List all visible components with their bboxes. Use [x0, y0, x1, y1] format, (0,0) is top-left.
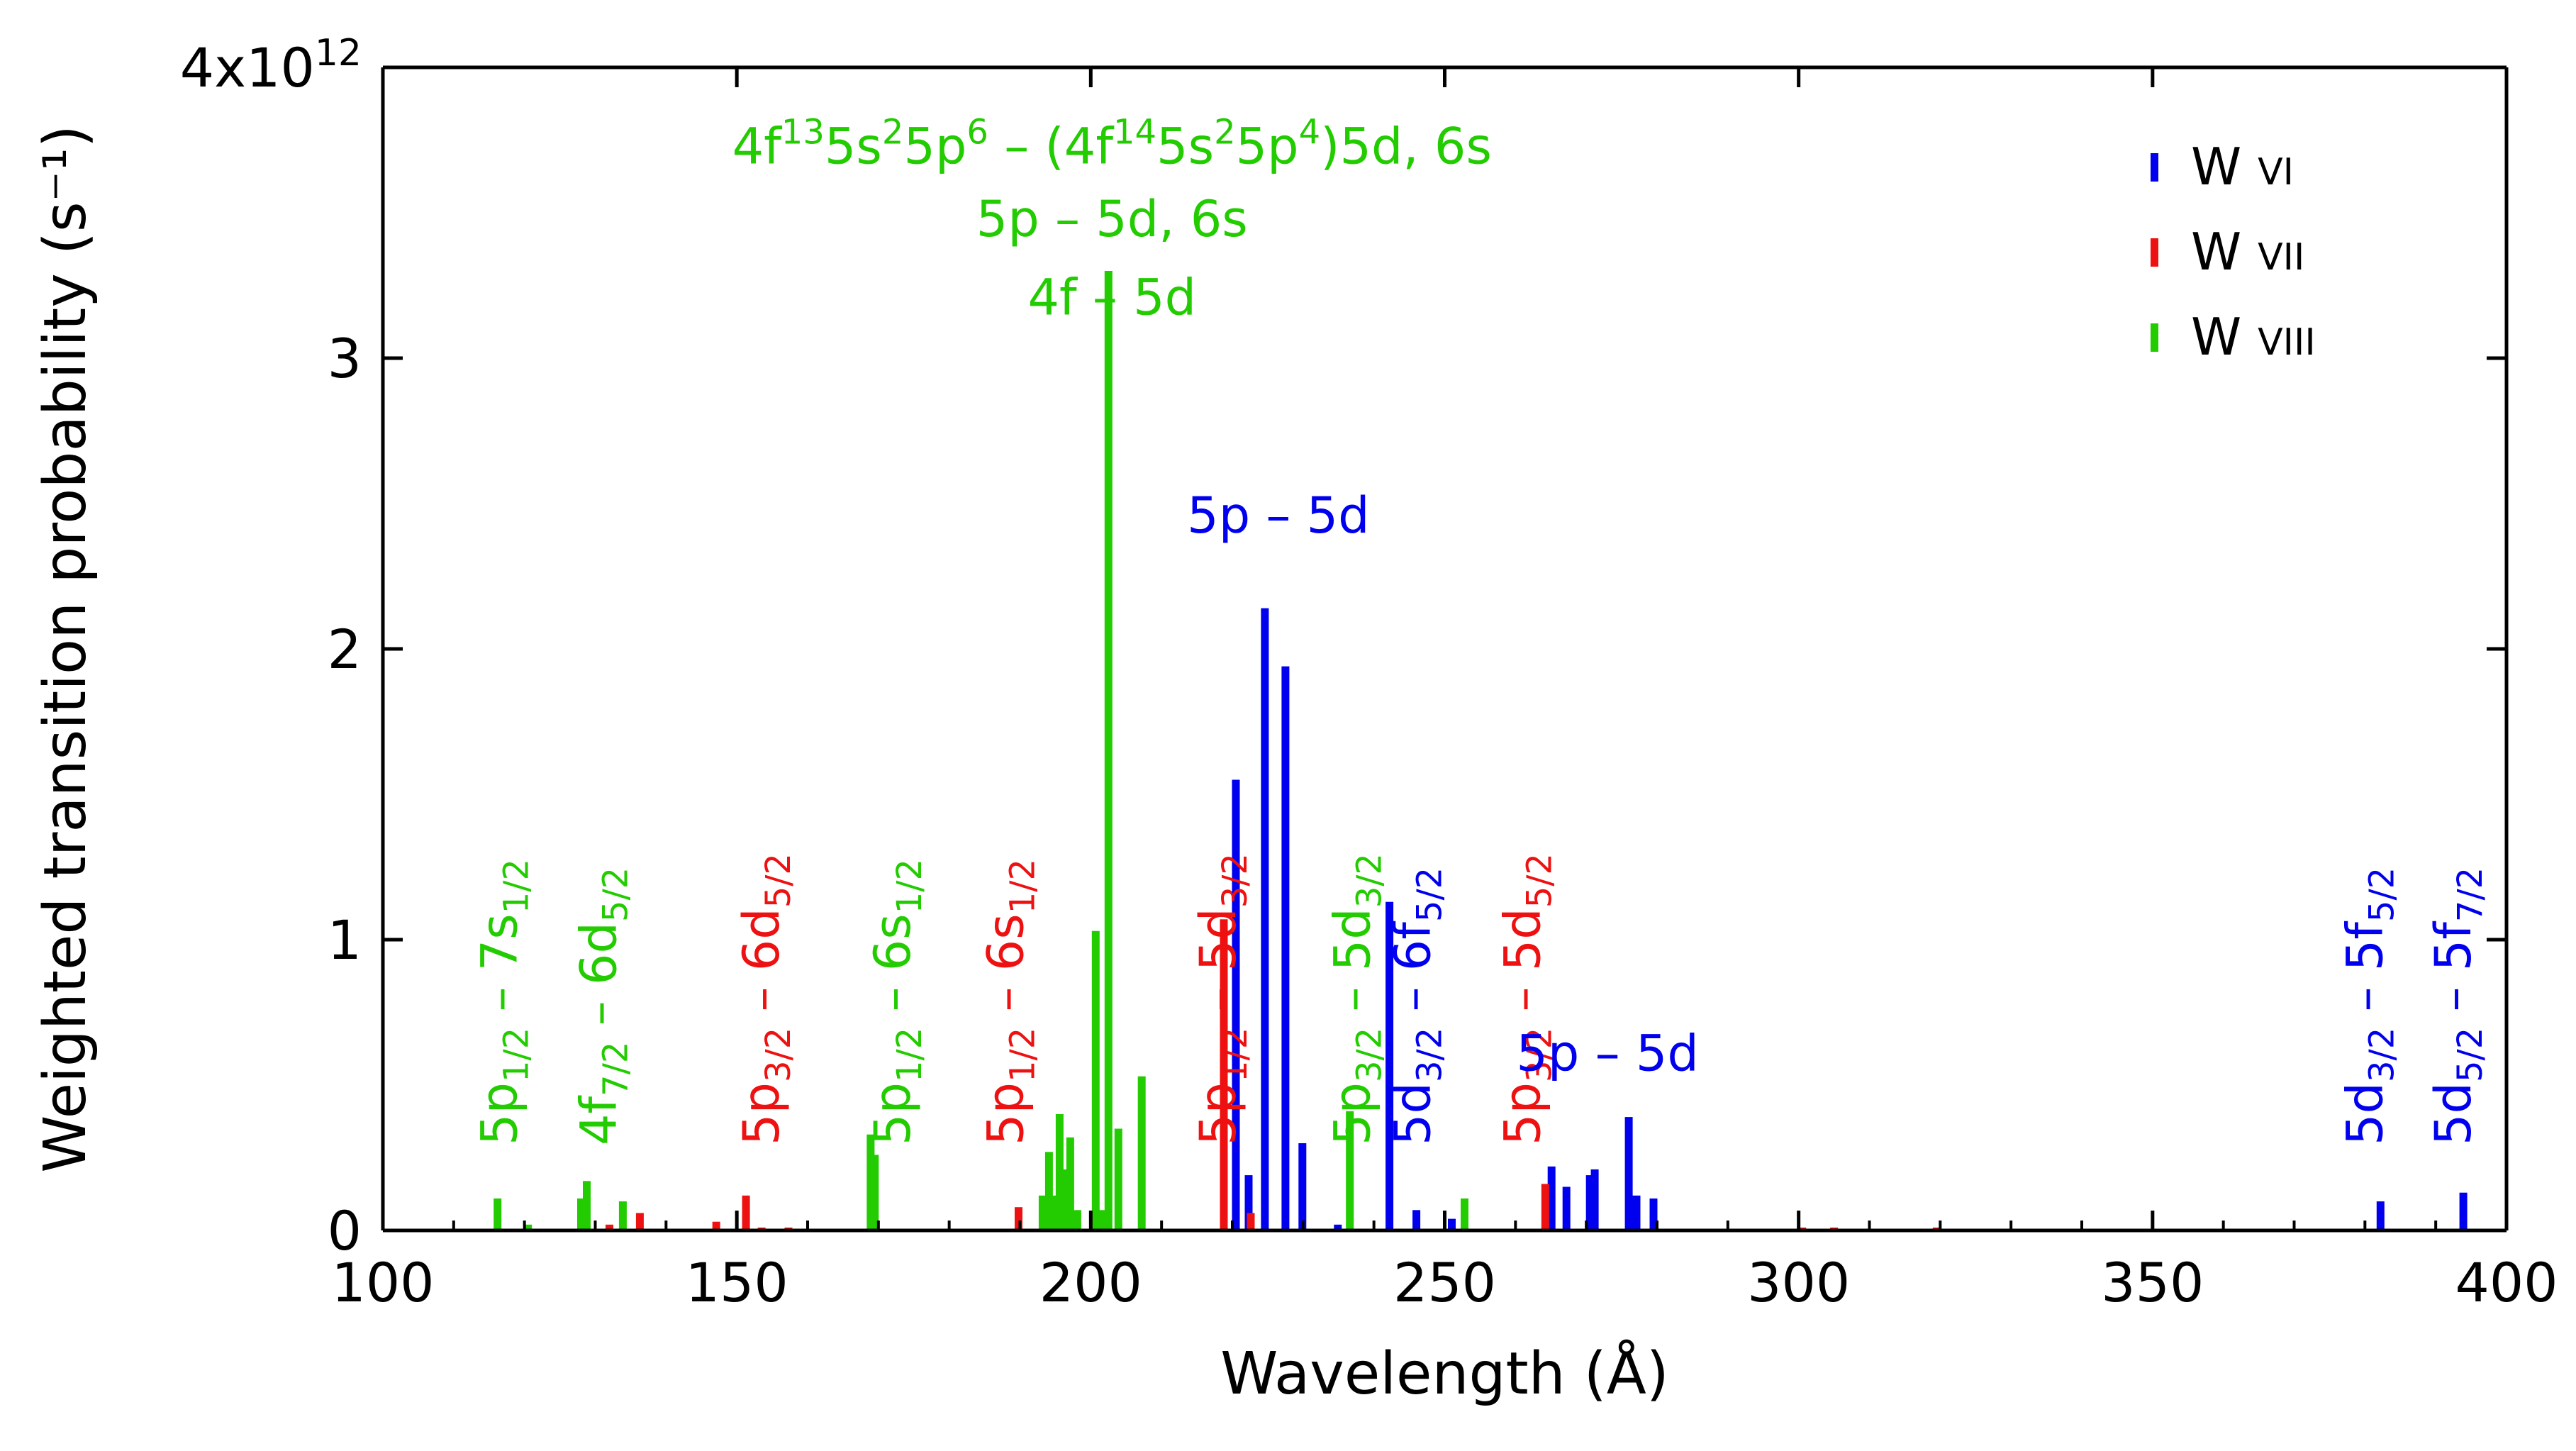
bar-w-viii-15: [1098, 1210, 1106, 1230]
bar-w-vi-12: [1590, 1169, 1599, 1230]
bar-w-vii-6: [1015, 1207, 1022, 1230]
bar-w-vi-9: [1547, 1166, 1556, 1230]
annotation-rotated-9: 5d3/2 – 5f5/2: [2336, 867, 2402, 1145]
bar-w-vii-9: [1541, 1184, 1549, 1230]
legend-label-2: W VIII: [2191, 307, 2316, 367]
bar-w-viii-2: [577, 1198, 585, 1230]
bar-w-vii-2: [712, 1221, 720, 1230]
bar-w-viii-20: [1461, 1198, 1468, 1230]
bar-w-vi-17: [2459, 1192, 2468, 1230]
bar-w-viii-14: [1091, 930, 1100, 1230]
bar-w-vi-16: [2376, 1201, 2385, 1230]
annotation-rotated-7: 5d3/2 – 6f5/2: [1384, 867, 1450, 1145]
bar-w-vi-4: [1298, 1143, 1307, 1230]
y-tick-label-4x10-12: 4x1012: [180, 32, 362, 99]
annotation-rotated-4: 5p1/2 – 6s1/2: [977, 859, 1043, 1145]
bars-layer: [494, 271, 2468, 1230]
bar-w-vii-7: [1220, 919, 1228, 1230]
annotation-rotated-10: 5d5/2 – 5f7/2: [2424, 867, 2490, 1145]
annotation-rotated-0: 5p1/2 – 7s1/2: [471, 859, 537, 1145]
annotation-rotated-8: 5p3/2 – 5d5/2: [1493, 853, 1559, 1145]
bar-w-viii-13: [1073, 1210, 1081, 1230]
x-tick-label-300: 300: [1747, 1251, 1850, 1314]
annotation-w6-5p5d-lower: 5p – 5d: [1516, 1025, 1698, 1083]
legend: W VI W VII W VIII: [2151, 137, 2316, 367]
annotation-w8-4f5d: 4f – 5d: [1027, 269, 1196, 327]
y-axis-label: Weighted transition probability (s⁻¹): [32, 125, 99, 1172]
bar-w-vi-13: [1624, 1117, 1633, 1230]
bar-w-viii-8: [1044, 1152, 1053, 1230]
annotations-layer: 5p1/2 – 7s1/2 4f7/2 – 6d5/2 5p3/2 – 6d5/2 5…: [471, 112, 2490, 1145]
bar-w-vi-8: [1448, 1218, 1456, 1230]
legend-label-1: W VII: [2191, 222, 2304, 282]
bar-w-viii-12: [1066, 1137, 1074, 1230]
y-tick-label-1: 1: [328, 908, 362, 972]
bar-w-viii-5: [866, 1134, 875, 1230]
bar-w-viii-18: [1137, 1076, 1146, 1230]
y-tick-label-3: 3: [328, 327, 362, 390]
axes-layer: 100 150 200 250 300 350 400 0 1 2 3 4x1012: [180, 32, 2558, 1314]
bar-w-vi-1: [1244, 1175, 1253, 1230]
x-tick-label-200: 200: [1039, 1251, 1142, 1314]
x-tick-label-150: 150: [686, 1251, 788, 1314]
bar-w-vi-0: [1232, 779, 1240, 1230]
annotation-w6-5p5d-upper: 5p – 5d: [1187, 487, 1369, 545]
bar-w-viii-9: [1050, 1195, 1059, 1230]
bar-w-viii-0: [494, 1198, 502, 1230]
legend-swatch-2: [2151, 323, 2158, 352]
bar-w-vi-7: [1412, 1210, 1421, 1230]
annotation-rotated-3: 5p1/2 – 6s1/2: [864, 859, 930, 1145]
bar-w-vi-14: [1632, 1195, 1641, 1230]
annotation-rotated-1: 4f7/2 – 6d5/2: [569, 867, 635, 1145]
bar-w-vi-3: [1281, 666, 1290, 1230]
legend-swatch-1: [2151, 238, 2158, 267]
bar-w-vii-1: [635, 1213, 644, 1230]
bar-w-vi-2: [1261, 608, 1269, 1230]
bar-w-viii-7: [1038, 1195, 1047, 1230]
bar-w-viii-17: [1114, 1128, 1122, 1230]
bar-w-viii-3: [583, 1181, 591, 1230]
y-tick-label-0: 0: [328, 1199, 362, 1262]
annotation-rotated-2: 5p3/2 – 6d5/2: [732, 853, 798, 1145]
bar-w-vi-11: [1585, 1175, 1594, 1230]
bar-w-vii-3: [742, 1195, 750, 1230]
bar-w-vi-5: [1334, 1224, 1342, 1230]
bar-w-viii-10: [1055, 1114, 1064, 1230]
x-tick-label-350: 350: [2101, 1251, 2204, 1314]
x-tick-label-250: 250: [1393, 1251, 1496, 1314]
bar-w-vii-0: [606, 1224, 613, 1230]
bar-w-viii-4: [618, 1201, 627, 1230]
annotation-rotated-6: 5p3/2 – 5d3/2: [1324, 853, 1390, 1145]
x-tick-label-100: 100: [331, 1251, 434, 1314]
annotation-rotated-5: 5p1/2 – 5d3/2: [1189, 853, 1255, 1145]
legend-label-0: W VI: [2191, 137, 2294, 196]
bar-w-vi-15: [1649, 1198, 1658, 1230]
bar-w-vii-8: [1247, 1213, 1255, 1230]
bar-w-vi-6: [1385, 901, 1394, 1230]
bar-w-viii-11: [1061, 1169, 1070, 1230]
y-tick-label-2: 2: [328, 618, 362, 681]
annotation-w8-5p5d6s: 5p – 5d, 6s: [976, 190, 1248, 248]
bar-w-viii-16: [1104, 271, 1113, 1230]
x-axis-label: Wavelength (Å): [1220, 1340, 1669, 1408]
annotation-config: 4f135s25p6 – (4f145s25p4)5d, 6s: [732, 112, 1492, 175]
x-tick-label-400: 400: [2455, 1251, 2558, 1314]
bar-w-vi-10: [1562, 1186, 1571, 1230]
legend-swatch-0: [2151, 153, 2158, 182]
bar-w-viii-1: [524, 1224, 533, 1230]
bar-w-viii-19: [1346, 1111, 1354, 1230]
bar-w-viii-6: [871, 1155, 879, 1230]
